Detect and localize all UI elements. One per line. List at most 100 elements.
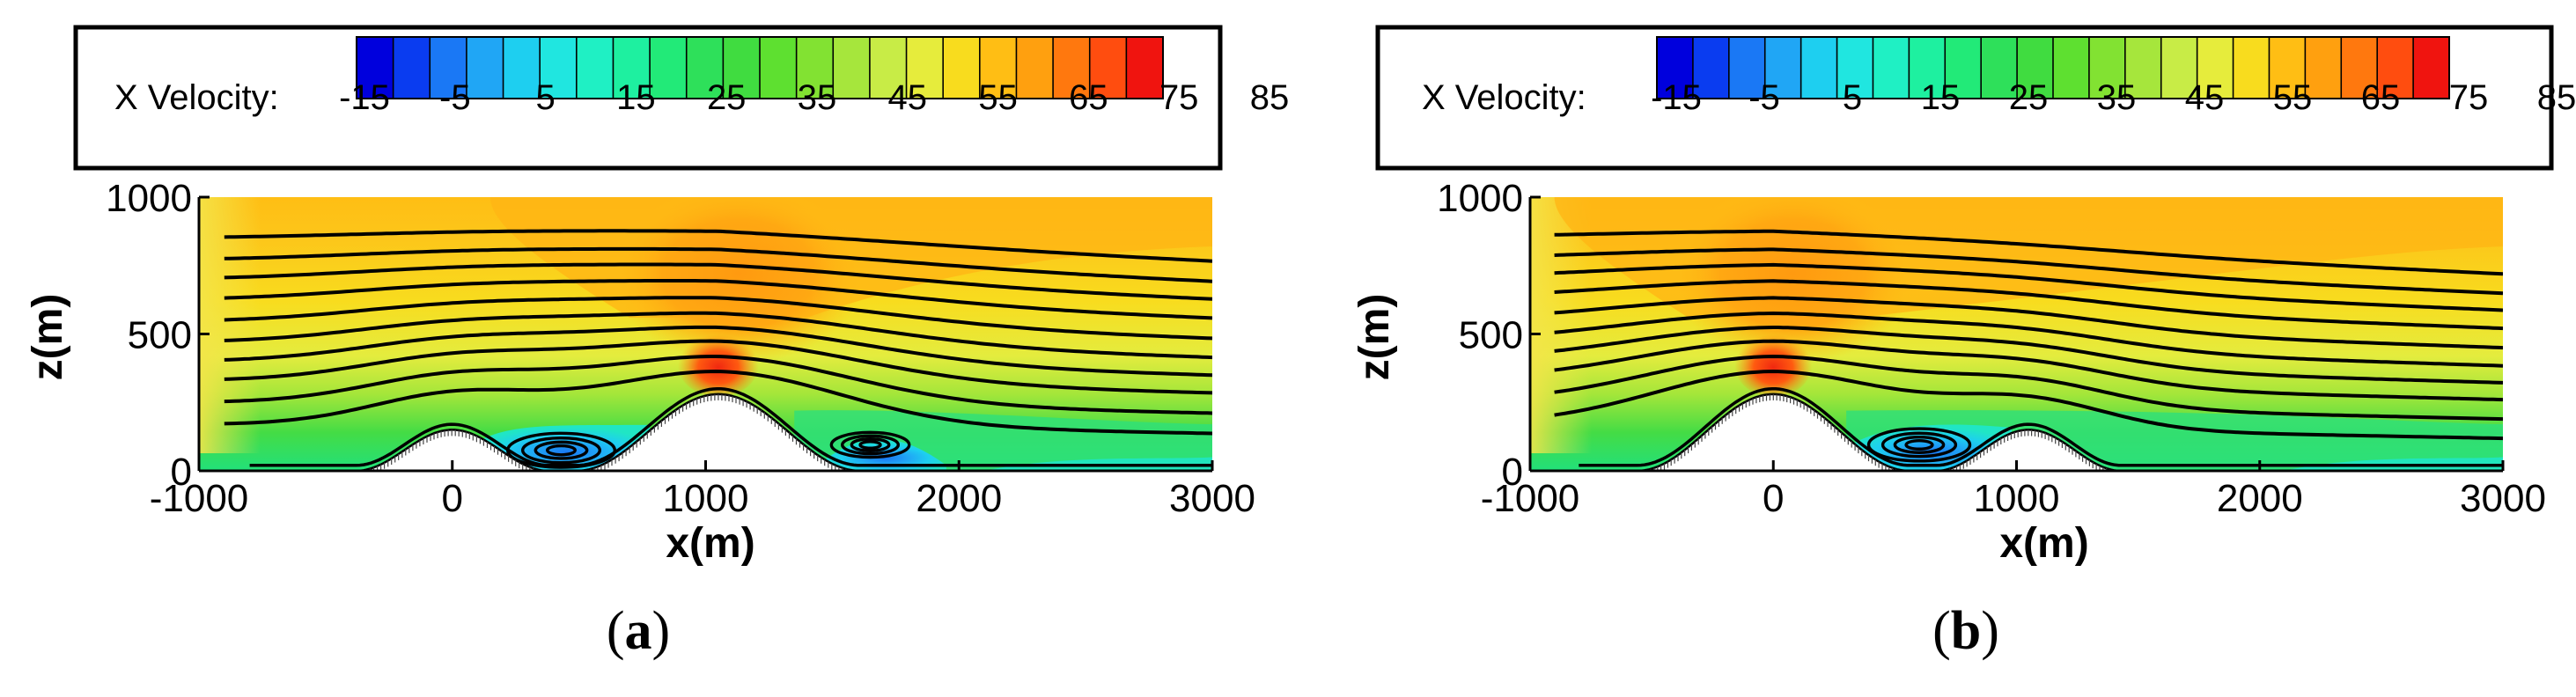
legend-tick-label: 65 xyxy=(2361,78,2401,117)
legend-tick-label: 35 xyxy=(798,78,837,117)
colorbar-frame xyxy=(1656,36,2450,99)
legend-tick-label: -15 xyxy=(1651,78,1702,117)
colorbar-swatch xyxy=(650,37,688,99)
x-tick-label: 2000 xyxy=(2217,477,2303,520)
eddy-streamline xyxy=(829,430,911,459)
streamline xyxy=(224,229,1212,263)
legend-tick-label: 75 xyxy=(2449,78,2489,117)
streamline xyxy=(1554,326,2503,385)
legend-tick-labels: -15 -5 5 15 25 35 45 55 65 75 85 xyxy=(339,78,1289,117)
panel-b: X Velocity: -15 -5 5 15 25 35 45 55 65 75 85 0 500 1… xyxy=(1351,25,2576,661)
streamline xyxy=(1554,262,2503,312)
legend-tick-label: 5 xyxy=(1843,78,1862,117)
legend-tick-label: 45 xyxy=(2185,78,2225,117)
eddy-streamline xyxy=(858,440,882,450)
panel-caption: (a) xyxy=(607,601,670,661)
x-tick-label: 3000 xyxy=(1169,477,1255,520)
colorbar-swatch xyxy=(357,37,394,99)
plot-area xyxy=(1528,195,2505,473)
colorbar-swatch xyxy=(796,37,834,99)
colorbar-swatch xyxy=(393,37,431,99)
legend-tick-label: 75 xyxy=(1159,78,1199,117)
x-tick-labels: -1000 0 1000 2000 3000 xyxy=(1481,477,2546,520)
colorbar-swatch xyxy=(2197,37,2234,99)
streamline-near-ground xyxy=(1579,386,2502,467)
colorbar-swatch xyxy=(1053,37,1091,99)
colorbar-swatch xyxy=(686,37,724,99)
streamline xyxy=(224,325,1212,378)
legend-tick-label: -5 xyxy=(439,78,471,117)
streamline xyxy=(224,296,1212,341)
colorbar-swatch xyxy=(2017,37,2054,99)
y-tick-labels: 0 500 1000 xyxy=(1437,177,1523,494)
colorbar-swatch xyxy=(979,37,1018,99)
colorbar-swatch xyxy=(1800,37,1838,99)
colorbar-swatch xyxy=(1126,37,1164,99)
colorbar-swatch xyxy=(576,37,615,99)
field-speedup-crest xyxy=(677,331,759,398)
y-tick-label: 1000 xyxy=(106,177,192,220)
axes xyxy=(1528,195,2505,473)
legend-tick-label: 35 xyxy=(2097,78,2137,117)
streamline xyxy=(1554,229,2503,276)
streamline xyxy=(224,355,1212,415)
y-tick-label: 0 xyxy=(171,451,192,494)
colorbar-swatch xyxy=(1089,37,1127,99)
legend-tick-label: 5 xyxy=(535,78,555,117)
streamline xyxy=(224,279,1212,320)
legend-tick-label: 55 xyxy=(978,78,1018,117)
colorbar-swatch xyxy=(760,37,798,99)
colorbar xyxy=(356,36,1164,99)
colorbar-swatch xyxy=(1981,37,2018,99)
axes xyxy=(197,195,1214,473)
streamline xyxy=(1554,311,2503,368)
colorbar-swatch xyxy=(2233,37,2271,99)
streamline xyxy=(1554,354,2503,422)
legend-tick-label: 85 xyxy=(1250,78,1290,117)
legend-tick-label: 45 xyxy=(888,78,928,117)
colorbar-swatch xyxy=(2053,37,2090,99)
legend-tick-label: 15 xyxy=(616,78,656,117)
eddy-streamline xyxy=(520,436,601,465)
x-tick-label: -1000 xyxy=(150,477,249,520)
x-tick-label: 2000 xyxy=(916,477,1002,520)
x-tick-label: 1000 xyxy=(663,477,749,520)
colorbar-swatch xyxy=(2269,37,2306,99)
eddy-streamline xyxy=(534,440,589,460)
legend-tick-label: 25 xyxy=(2009,78,2049,117)
colorbar-swatch xyxy=(2124,37,2162,99)
eddy-streamline xyxy=(1866,427,1972,463)
eddy-streamline xyxy=(505,431,616,469)
colorbar-swatch xyxy=(430,37,467,99)
colorbar-swatch xyxy=(1945,37,1982,99)
colorbar-swatch xyxy=(869,37,908,99)
colorbar-swatch xyxy=(1836,37,1874,99)
panel-a: X Velocity: -15 -5 5 15 25 35 45 55 65 75 85 0 500 1… xyxy=(25,25,1289,661)
eddy-streamline xyxy=(1893,435,1946,454)
eddy-streamline xyxy=(850,437,891,452)
colorbar-swatch xyxy=(2088,37,2126,99)
y-tick-label: 0 xyxy=(1502,451,1523,494)
legend-tick-labels: -15 -5 5 15 25 35 45 55 65 75 85 xyxy=(1651,78,2576,117)
streamline xyxy=(1554,339,2503,402)
eddy-streamline xyxy=(1904,438,1934,451)
colorbar-swatch xyxy=(2341,37,2378,99)
colorbar xyxy=(1656,36,2450,99)
streamline xyxy=(224,311,1212,360)
field-speedup-crest xyxy=(1734,331,1813,398)
terrain-mesh xyxy=(358,393,857,471)
colorbar-swatch xyxy=(503,37,541,99)
colorbar-swatch xyxy=(540,37,578,99)
streamlines xyxy=(1554,229,2503,467)
colorbar-swatch xyxy=(2377,37,2414,99)
y-axis-label: z(m) xyxy=(25,294,71,381)
colorbar-swatch xyxy=(1657,37,1694,99)
streamlines xyxy=(224,229,1212,469)
x-axis-label: x(m) xyxy=(666,520,754,567)
x-tick-label: -1000 xyxy=(1481,477,1580,520)
velocity-field xyxy=(199,197,1212,471)
y-tick-label: 500 xyxy=(128,314,192,357)
streamline xyxy=(1554,247,2503,296)
legend-tick-label: 55 xyxy=(2273,78,2313,117)
